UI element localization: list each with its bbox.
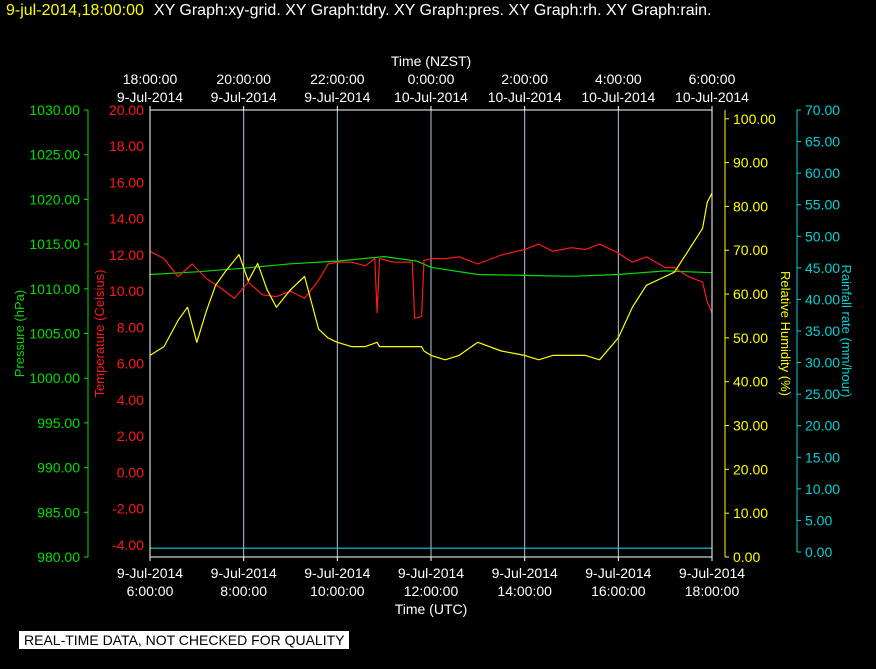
- temperature-tick-label: 6.00: [117, 356, 144, 372]
- temperature-axis-title: Temperature (Celsius): [92, 270, 107, 398]
- pressure-tick-label: 1020.00: [29, 191, 80, 207]
- temperature-tick-label: 10.00: [109, 283, 144, 299]
- x-bottom-tick-time: 12:00:00: [404, 583, 459, 599]
- temperature-tick-label: 0.00: [117, 464, 144, 480]
- temperature-tick-label: 4.00: [117, 392, 144, 408]
- x-bottom-tick-date: 9-Jul-2014: [398, 565, 464, 581]
- pressure-tick-label: 1030.00: [29, 102, 80, 118]
- temperature-tick-label: 18.00: [109, 138, 144, 154]
- x-bottom-tick-date: 9-Jul-2014: [492, 565, 558, 581]
- humidity-tick-label: 80.00: [733, 198, 768, 214]
- temperature-tick-label: 12.00: [109, 247, 144, 263]
- x-bottom-axis-title: Time (UTC): [395, 601, 468, 617]
- x-bottom-tick-time: 18:00:00: [685, 583, 740, 599]
- quality-disclaimer: REAL-TIME DATA, NOT CHECKED FOR QUALITY: [19, 631, 349, 649]
- temperature-tick-label: 8.00: [117, 319, 144, 335]
- humidity-tick-label: 0.00: [733, 549, 760, 565]
- humidity-axis-title: Relative Humidity (%): [778, 271, 793, 396]
- rain-tick-label: 45.00: [805, 260, 840, 276]
- rain-tick-label: 55.00: [805, 197, 840, 213]
- x-top-tick-date: 9-Jul-2014: [211, 89, 277, 105]
- x-top-tick-time: 0:00:00: [408, 71, 455, 87]
- x-top-tick-date: 10-Jul-2014: [488, 89, 562, 105]
- pressure-tick-label: 1000.00: [29, 370, 80, 386]
- rain-tick-label: 40.00: [805, 291, 840, 307]
- x-top-tick-date: 10-Jul-2014: [581, 89, 655, 105]
- x-top-tick-time: 22:00:00: [310, 71, 365, 87]
- x-bottom-tick-date: 9-Jul-2014: [679, 565, 745, 581]
- x-bottom-tick-time: 14:00:00: [497, 583, 552, 599]
- humidity-tick-label: 100.00: [733, 111, 776, 127]
- pressure-tick-label: 980.00: [37, 549, 80, 565]
- pressure-tick-label: 995.00: [37, 415, 80, 431]
- humidity-tick-label: 30.00: [733, 418, 768, 434]
- temperature-tick-label: 14.00: [109, 211, 144, 227]
- humidity-tick-label: 10.00: [733, 505, 768, 521]
- rain-tick-label: 25.00: [805, 386, 840, 402]
- temperature-tick-label: -4.00: [112, 537, 144, 553]
- humidity-tick-label: 40.00: [733, 374, 768, 390]
- pressure-tick-label: 1010.00: [29, 281, 80, 297]
- x-bottom-tick-time: 10:00:00: [310, 583, 365, 599]
- pressure-tick-label: 1005.00: [29, 326, 80, 342]
- pressure-tick-label: 985.00: [37, 504, 80, 520]
- x-top-tick-time: 4:00:00: [595, 71, 642, 87]
- pressure-tick-label: 1025.00: [29, 147, 80, 163]
- humidity-tick-label: 70.00: [733, 242, 768, 258]
- x-top-axis-title: Time (NZST): [391, 53, 471, 69]
- x-top-tick-date: 10-Jul-2014: [675, 89, 749, 105]
- x-bottom-tick-date: 9-Jul-2014: [117, 565, 183, 581]
- temperature-tick-label: -2.00: [112, 501, 144, 517]
- rain-tick-label: 65.00: [805, 134, 840, 150]
- rain-tick-label: 15.00: [805, 449, 840, 465]
- temperature-tick-label: 16.00: [109, 174, 144, 190]
- pressure-tick-label: 1015.00: [29, 236, 80, 252]
- x-top-tick-time: 2:00:00: [501, 71, 548, 87]
- rain-tick-label: 10.00: [805, 481, 840, 497]
- x-top-tick-time: 18:00:00: [123, 71, 178, 87]
- pressure-axis-title: Pressure (hPa): [12, 290, 27, 377]
- temperature-tick-label: 2.00: [117, 428, 144, 444]
- x-top-tick-date: 9-Jul-2014: [304, 89, 370, 105]
- x-bottom-tick-time: 6:00:00: [127, 583, 174, 599]
- rain-tick-label: 70.00: [805, 102, 840, 118]
- x-top-tick-time: 6:00:00: [689, 71, 736, 87]
- x-bottom-tick-date: 9-Jul-2014: [304, 565, 370, 581]
- rain-tick-label: 35.00: [805, 323, 840, 339]
- x-top-tick-date: 10-Jul-2014: [394, 89, 468, 105]
- x-bottom-tick-date: 9-Jul-2014: [585, 565, 651, 581]
- humidity-tick-label: 50.00: [733, 330, 768, 346]
- humidity-tick-label: 60.00: [733, 286, 768, 302]
- x-bottom-tick-time: 8:00:00: [220, 583, 267, 599]
- rain-tick-label: 20.00: [805, 418, 840, 434]
- humidity-tick-label: 20.00: [733, 461, 768, 477]
- x-top-tick-time: 20:00:00: [216, 71, 271, 87]
- x-bottom-tick-time: 16:00:00: [591, 583, 646, 599]
- x-bottom-tick-date: 9-Jul-2014: [211, 565, 277, 581]
- humidity-tick-label: 90.00: [733, 155, 768, 171]
- pressure-tick-label: 990.00: [37, 460, 80, 476]
- rain-tick-label: 60.00: [805, 165, 840, 181]
- rain-tick-label: 50.00: [805, 228, 840, 244]
- rain-tick-label: 0.00: [805, 544, 832, 560]
- rain-tick-label: 5.00: [805, 512, 832, 528]
- rain-axis-title: Rainfall rate (mm/hour): [839, 265, 854, 398]
- temperature-tick-label: 20.00: [109, 102, 144, 118]
- rain-tick-label: 30.00: [805, 355, 840, 371]
